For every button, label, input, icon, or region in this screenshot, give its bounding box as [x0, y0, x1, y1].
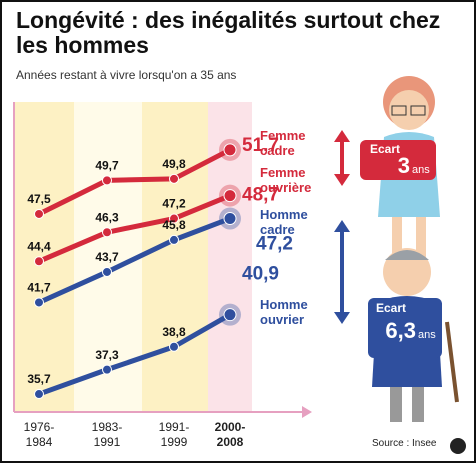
- value-label: 47,2: [162, 197, 186, 211]
- annotation-value: 6,3: [385, 318, 416, 343]
- point: [170, 235, 179, 244]
- point: [103, 267, 112, 276]
- x-tick-label: 1976-1984: [20, 420, 58, 450]
- logo: [450, 438, 466, 454]
- legend-label: Homme ouvrier: [260, 297, 320, 327]
- point: [170, 342, 179, 351]
- x-tick-label: 2000-2008: [211, 420, 249, 450]
- annotation-label: Ecart: [370, 142, 400, 156]
- value-label: 37,3: [95, 348, 119, 362]
- axis-arrow: [302, 406, 312, 418]
- point: [35, 390, 44, 399]
- annotation-unit: ans: [418, 329, 436, 341]
- gap-arrow-1: [334, 130, 350, 186]
- annotation-value: 3: [398, 153, 410, 178]
- value-label: 43,7: [95, 250, 119, 264]
- value-label: 45,8: [162, 218, 186, 232]
- x-tick-label: 1983-1991: [88, 420, 126, 450]
- subtitle: Années restant à vivre lorsqu'on a 35 an…: [16, 68, 236, 82]
- value-label: 44,4: [27, 239, 51, 253]
- point: [35, 257, 44, 266]
- legend-label: Homme cadre: [260, 207, 320, 237]
- gap-arrow-2: [334, 220, 350, 324]
- band: [142, 102, 208, 412]
- value-label: 35,7: [27, 372, 51, 386]
- annotation-unit: ans: [412, 164, 430, 176]
- value-label: 46,3: [95, 210, 119, 224]
- annotation-label: Ecart: [376, 301, 406, 315]
- legend-label: Femme ouvrière: [260, 165, 320, 195]
- value-label: 40,9: [242, 264, 279, 285]
- source: Source : Insee: [372, 438, 436, 449]
- point: [224, 213, 236, 225]
- infographic: Ecart 3 ans Ecart 6,3 ans 47,549,749,851…: [0, 0, 476, 463]
- value-label: 47,5: [27, 192, 51, 206]
- legend-label: Femme cadre: [260, 128, 320, 158]
- point: [224, 144, 236, 156]
- point: [103, 365, 112, 374]
- point: [35, 298, 44, 307]
- point: [170, 174, 179, 183]
- point: [103, 176, 112, 185]
- point: [224, 309, 236, 321]
- title: Longévité : des inégalités surtout chez …: [16, 8, 456, 58]
- value-label: 38,8: [162, 325, 186, 339]
- point: [224, 190, 236, 202]
- point: [103, 228, 112, 237]
- point: [35, 209, 44, 218]
- x-tick-label: 1991-1999: [155, 420, 193, 450]
- value-label: 41,7: [27, 281, 51, 295]
- value-label: 49,8: [162, 157, 186, 171]
- value-label: 49,7: [95, 159, 119, 173]
